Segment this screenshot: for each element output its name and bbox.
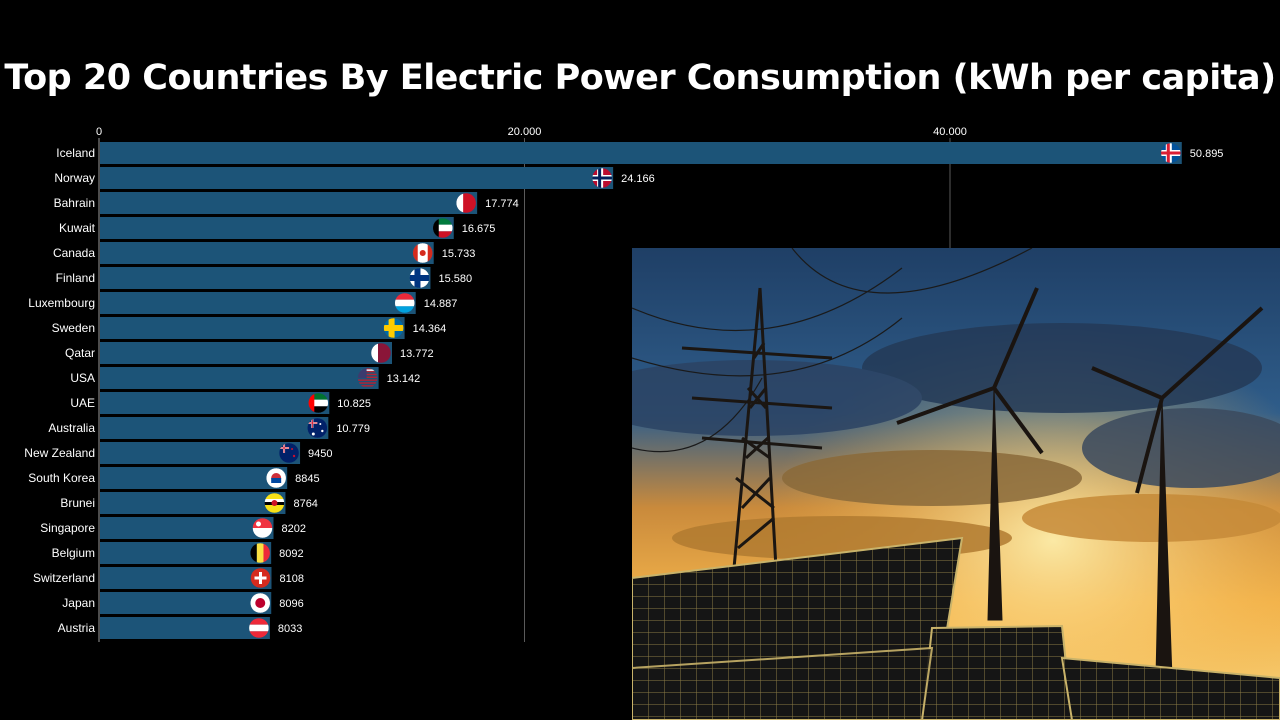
- bar: [100, 317, 405, 339]
- clouds: [632, 323, 1280, 560]
- value-label: 14.887: [424, 298, 458, 310]
- bar: [100, 267, 431, 289]
- category-label: Austria: [58, 621, 96, 635]
- category-label: Luxembourg: [28, 296, 95, 310]
- value-label: 50.895: [1190, 148, 1224, 160]
- value-label: 8092: [279, 548, 303, 560]
- switzerland-flag-icon: [250, 567, 271, 589]
- luxembourg-flag-icon: [394, 292, 415, 314]
- category-label: South Korea: [28, 471, 95, 485]
- bahrain-flag-icon: [455, 192, 477, 214]
- value-label: 10.779: [336, 423, 370, 435]
- australia-flag-icon: [307, 417, 328, 439]
- power-lines: [632, 248, 1033, 453]
- category-label: Qatar: [65, 346, 95, 360]
- bar: [100, 192, 478, 214]
- canada-flag-icon: [412, 242, 433, 264]
- x-tick-label: 40.000: [933, 126, 967, 138]
- energy-landscape-image: [632, 248, 1280, 720]
- bar: [100, 292, 416, 314]
- new-zealand-flag-icon: [278, 442, 300, 464]
- value-label: 8202: [281, 523, 305, 535]
- usa-flag-icon: [357, 367, 378, 389]
- category-label: Bahrain: [54, 196, 95, 210]
- category-label: Singapore: [40, 521, 95, 535]
- category-label: New Zealand: [24, 446, 95, 460]
- category-label: Switzerland: [33, 571, 95, 585]
- value-label: 8096: [279, 598, 303, 610]
- bar: [100, 567, 272, 589]
- x-tick-label: 20.000: [508, 126, 542, 138]
- singapore-flag-icon: [252, 517, 273, 539]
- value-label: 13.772: [400, 348, 434, 360]
- solar-panels: [632, 536, 1280, 720]
- bar: [100, 517, 274, 539]
- value-label: 17.774: [485, 198, 519, 210]
- value-label: 15.580: [438, 273, 472, 285]
- category-label: Kuwait: [59, 221, 96, 235]
- bar: [100, 592, 272, 614]
- category-label: Australia: [48, 421, 95, 435]
- value-label: 8033: [278, 623, 302, 635]
- category-label: Finland: [56, 271, 95, 285]
- south-korea-flag-icon: [265, 467, 287, 489]
- wind-turbine-right: [1091, 306, 1264, 679]
- bar: [100, 217, 454, 239]
- value-label: 13.142: [387, 373, 421, 385]
- value-label: 16.675: [462, 223, 496, 235]
- category-label: Canada: [53, 246, 95, 260]
- value-label: 24.166: [621, 173, 655, 185]
- category-label: Iceland: [56, 146, 95, 160]
- category-label: USA: [70, 371, 95, 385]
- category-label: Brunei: [60, 496, 95, 510]
- bar: [100, 342, 392, 364]
- japan-flag-icon: [249, 592, 271, 614]
- value-label: 8108: [279, 573, 303, 585]
- bar: [100, 142, 1182, 164]
- value-label: 8845: [295, 473, 319, 485]
- bar: [100, 467, 288, 489]
- chart-title: Top 20 Countries By Electric Power Consu…: [4, 58, 1276, 98]
- bar: [100, 492, 286, 514]
- kuwait-flag-icon: [432, 217, 454, 239]
- brunei-flag-icon: [264, 492, 285, 514]
- belgium-flag-icon: [249, 542, 271, 564]
- qatar-flag-icon: [370, 342, 392, 364]
- wind-turbine-left: [896, 287, 1044, 621]
- bar: [100, 542, 272, 564]
- value-label: 15.733: [442, 248, 476, 260]
- bar: [100, 167, 614, 189]
- bar: [100, 617, 270, 639]
- category-label: UAE: [70, 396, 95, 410]
- bar: [100, 242, 434, 264]
- uae-flag-icon: [308, 392, 329, 414]
- category-label: Japan: [62, 596, 95, 610]
- value-label: 14.364: [413, 323, 447, 335]
- sweden-flag-icon: [383, 317, 404, 339]
- category-label: Norway: [54, 171, 95, 185]
- finland-flag-icon: [409, 267, 430, 289]
- renewable-energy-photo: [632, 248, 1280, 720]
- value-label: 8764: [293, 498, 317, 510]
- value-label: 9450: [308, 448, 332, 460]
- norway-flag-icon: [591, 167, 613, 189]
- value-label: 10.825: [337, 398, 371, 410]
- austria-flag-icon: [248, 617, 270, 639]
- category-label: Sweden: [52, 321, 95, 335]
- category-label: Belgium: [52, 546, 95, 560]
- x-tick-label: 0: [96, 126, 102, 138]
- bar: [100, 392, 330, 414]
- iceland-flag-icon: [1160, 142, 1182, 164]
- bar: [100, 417, 329, 439]
- bar: [100, 367, 379, 389]
- bar: [100, 442, 301, 464]
- power-pylon: [681, 287, 833, 569]
